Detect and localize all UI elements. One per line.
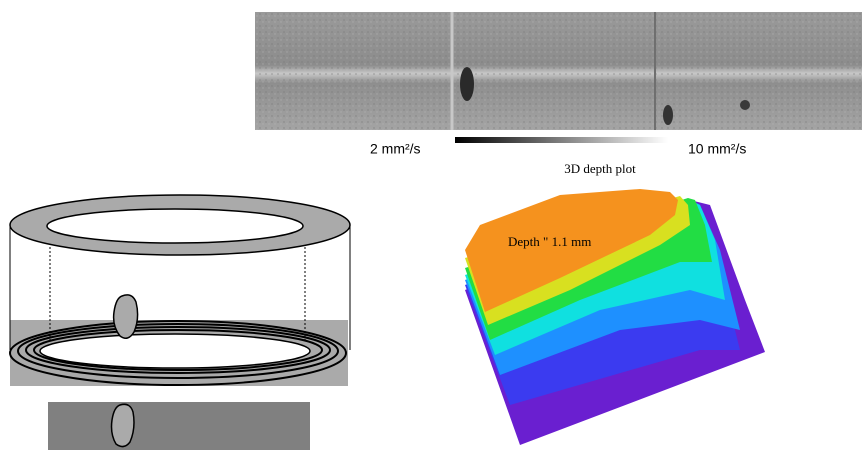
bottom-ring-inner (40, 334, 310, 368)
depth-plot (465, 189, 765, 445)
scan-image (255, 12, 862, 130)
colorbar-max-label: 10 mm²/s (688, 141, 746, 157)
page: 2 mm²/s 10 mm²/s 3D depth plot Depth " 1… (0, 0, 862, 451)
defect-outline (114, 295, 138, 338)
scan-defect (460, 67, 474, 101)
scan-defect (663, 105, 673, 125)
strip-defect-outline (112, 404, 135, 446)
depth-plot-title: 3D depth plot (564, 161, 636, 176)
scan-defect (740, 100, 750, 110)
colorbar (455, 137, 668, 143)
scan-texture (255, 12, 862, 130)
top-ring-inner (47, 209, 303, 243)
colorbar-min-label: 2 mm²/s (370, 141, 421, 157)
depth-annotation: Depth " 1.1 mm (508, 234, 591, 249)
unrolled-strip (48, 402, 310, 450)
cylinder-diagram (10, 195, 350, 386)
figure: 2 mm²/s 10 mm²/s 3D depth plot Depth " 1… (0, 0, 862, 451)
